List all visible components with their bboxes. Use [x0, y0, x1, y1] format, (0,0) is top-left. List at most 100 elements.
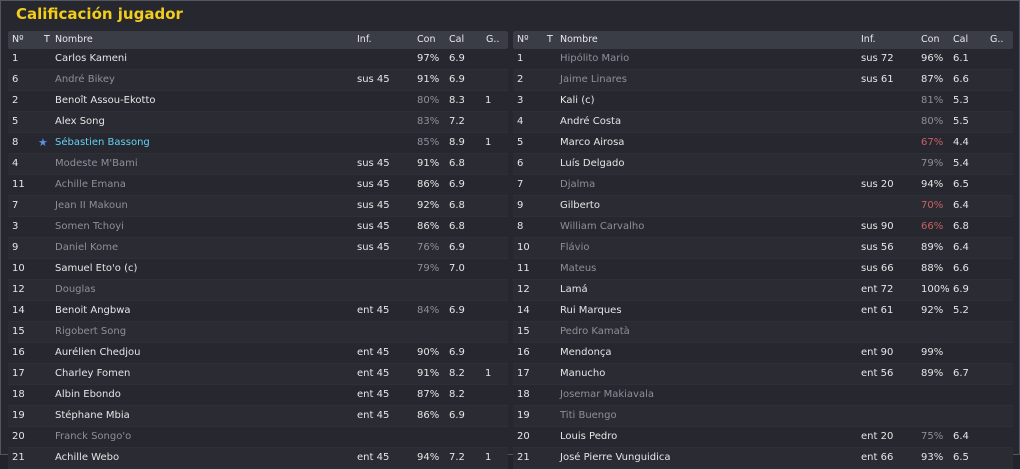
substitution-info: ent 45 — [357, 452, 390, 463]
player-row[interactable]: 19 Stéphane Mbia ent 45 86% 6.9 — [8, 406, 508, 427]
player-row[interactable]: 2 Jaime Linares sus 61 87% 6.6 — [513, 70, 1013, 91]
player-row[interactable]: 14 Rui Marques ent 61 92% 5.2 — [513, 301, 1013, 322]
player-row[interactable]: 15 Pedro Kamatà — [513, 322, 1013, 343]
player-name[interactable]: Luís Delgado — [560, 158, 625, 169]
player-number: 4 — [517, 116, 524, 127]
player-name[interactable]: Djalma — [560, 179, 596, 190]
player-row[interactable]: 16 Mendonça ent 90 99% — [513, 343, 1013, 364]
player-name[interactable]: Pedro Kamatà — [560, 326, 630, 337]
player-name[interactable]: Titi Buengo — [560, 410, 617, 421]
player-row[interactable]: 12 Lamá ent 72 100% 6.9 — [513, 280, 1013, 301]
player-name[interactable]: Charley Fomen — [55, 368, 131, 379]
col-t-header[interactable]: T — [44, 34, 50, 45]
col-number-header[interactable]: Nº — [12, 34, 24, 45]
player-name[interactable]: Sébastien Bassong — [55, 137, 150, 148]
condition-value: 96% — [921, 53, 944, 64]
player-row[interactable]: 4 André Costa 80% 5.5 — [513, 112, 1013, 133]
player-row[interactable]: 9 Daniel Kome sus 45 76% 6.9 — [8, 238, 508, 259]
player-name[interactable]: André Bikey — [55, 74, 115, 85]
col-name-header[interactable]: Nombre — [55, 34, 93, 45]
player-row[interactable]: 17 Charley Fomen ent 45 91% 8.2 1 — [8, 364, 508, 385]
col-cal-header[interactable]: Cal — [953, 34, 969, 45]
player-name[interactable]: Gilberto — [560, 200, 600, 211]
player-number: 7 — [12, 200, 19, 211]
player-row[interactable]: 8 William Carvalho sus 90 66% 6.8 — [513, 217, 1013, 238]
player-name[interactable]: Stéphane Mbia — [55, 410, 130, 421]
player-name[interactable]: Daniel Kome — [55, 242, 119, 253]
player-row[interactable]: 7 Djalma sus 20 94% 6.5 — [513, 175, 1013, 196]
player-name[interactable]: Douglas — [55, 284, 96, 295]
player-row[interactable]: 21 José Pierre Vunguidica ent 66 93% 6.5 — [513, 448, 1013, 469]
col-number-header[interactable]: Nº — [517, 34, 529, 45]
player-row[interactable]: 18 Albin Ebondo ent 45 87% 8.2 — [8, 385, 508, 406]
player-name[interactable]: Jean II Makoun — [55, 200, 128, 211]
player-name[interactable]: Kali (c) — [560, 95, 595, 106]
player-name[interactable]: Achille Webo — [55, 452, 120, 463]
col-t-header[interactable]: T — [547, 34, 553, 45]
col-con-header[interactable]: Con — [921, 34, 940, 45]
player-name[interactable]: Aurélien Chedjou — [55, 347, 141, 358]
player-row[interactable]: 2 Benoît Assou-Ekotto 80% 8.3 1 — [8, 91, 508, 112]
player-name[interactable]: Mateus — [560, 263, 597, 274]
player-row[interactable]: 5 Alex Song 83% 7.2 — [8, 112, 508, 133]
player-name[interactable]: Benoît Assou-Ekotto — [55, 95, 156, 106]
col-con-header[interactable]: Con — [417, 34, 436, 45]
player-name[interactable]: Hipólito Mario — [560, 53, 630, 64]
player-row[interactable]: 8 ★ Sébastien Bassong 85% 8.9 1 — [8, 133, 508, 154]
player-number: 10 — [12, 263, 25, 274]
player-row[interactable]: 20 Louis Pedro ent 20 75% 6.4 — [513, 427, 1013, 448]
player-row[interactable]: 1 Hipólito Mario sus 72 96% 6.1 — [513, 49, 1013, 70]
player-name[interactable]: Alex Song — [55, 116, 105, 127]
player-row[interactable]: 10 Samuel Eto'o (c) 79% 7.0 — [8, 259, 508, 280]
player-name[interactable]: Marco Airosa — [560, 137, 625, 148]
player-name[interactable]: Samuel Eto'o (c) — [55, 263, 138, 274]
col-inf-header[interactable]: Inf. — [357, 34, 372, 45]
player-name[interactable]: Louis Pedro — [560, 431, 618, 442]
player-name[interactable]: Modeste M'Bami — [55, 158, 138, 169]
player-row[interactable]: 7 Jean II Makoun sus 45 92% 6.8 — [8, 196, 508, 217]
player-row[interactable]: 11 Mateus sus 66 88% 6.6 — [513, 259, 1013, 280]
player-row[interactable]: 20 Franck Songo'o — [8, 427, 508, 448]
player-name[interactable]: Carlos Kameni — [55, 53, 128, 64]
rating-value: 6.6 — [953, 263, 969, 274]
player-row[interactable]: 11 Achille Emana sus 45 86% 6.9 — [8, 175, 508, 196]
player-name[interactable]: Jaime Linares — [560, 74, 627, 85]
player-row[interactable]: 6 André Bikey sus 45 91% 6.9 — [8, 70, 508, 91]
player-row[interactable]: 9 Gilberto 70% 6.4 — [513, 196, 1013, 217]
player-name[interactable]: Mendonça — [560, 347, 612, 358]
player-name[interactable]: Somen Tchoyi — [55, 221, 124, 232]
player-name[interactable]: Lamá — [560, 284, 588, 295]
player-row[interactable]: 17 Manucho ent 56 89% 6.7 — [513, 364, 1013, 385]
player-name[interactable]: Albin Ebondo — [55, 389, 121, 400]
col-cal-header[interactable]: Cal — [449, 34, 465, 45]
player-name[interactable]: William Carvalho — [560, 221, 645, 232]
player-row[interactable]: 19 Titi Buengo — [513, 406, 1013, 427]
col-goals-header[interactable]: G.. — [990, 34, 1004, 45]
player-row[interactable]: 5 Marco Airosa 67% 4.4 — [513, 133, 1013, 154]
player-name[interactable]: Josemar Makiavala — [560, 389, 654, 400]
player-row[interactable]: 1 Carlos Kameni 97% 6.9 — [8, 49, 508, 70]
player-row[interactable]: 6 Luís Delgado 79% 5.4 — [513, 154, 1013, 175]
player-row[interactable]: 10 Flávio sus 56 89% 6.4 — [513, 238, 1013, 259]
player-name[interactable]: Achille Emana — [55, 179, 126, 190]
col-goals-header[interactable]: G.. — [486, 34, 500, 45]
player-name[interactable]: André Costa — [560, 116, 622, 127]
player-name[interactable]: Flávio — [560, 242, 590, 253]
col-name-header[interactable]: Nombre — [560, 34, 598, 45]
player-name[interactable]: Rigobert Song — [55, 326, 127, 337]
player-row[interactable]: 4 Modeste M'Bami sus 45 91% 6.8 — [8, 154, 508, 175]
player-name[interactable]: Manucho — [560, 368, 606, 379]
player-row[interactable]: 3 Kali (c) 81% 5.3 — [513, 91, 1013, 112]
player-row[interactable]: 3 Somen Tchoyi sus 45 86% 6.8 — [8, 217, 508, 238]
player-row[interactable]: 15 Rigobert Song — [8, 322, 508, 343]
player-name[interactable]: Rui Marques — [560, 305, 622, 316]
player-row[interactable]: 12 Douglas — [8, 280, 508, 301]
player-row[interactable]: 14 Benoit Angbwa ent 45 84% 6.9 — [8, 301, 508, 322]
player-row[interactable]: 18 Josemar Makiavala — [513, 385, 1013, 406]
player-name[interactable]: José Pierre Vunguidica — [560, 452, 671, 463]
col-inf-header[interactable]: Inf. — [861, 34, 876, 45]
player-name[interactable]: Franck Songo'o — [55, 431, 132, 442]
player-row[interactable]: 21 Achille Webo ent 45 94% 7.2 1 — [8, 448, 508, 469]
player-name[interactable]: Benoit Angbwa — [55, 305, 131, 316]
player-row[interactable]: 16 Aurélien Chedjou ent 45 90% 6.9 — [8, 343, 508, 364]
